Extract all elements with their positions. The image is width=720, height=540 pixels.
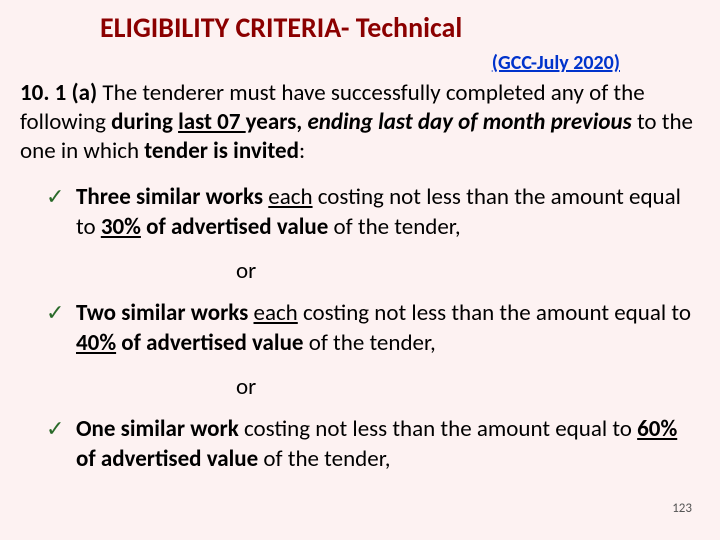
- b1-t6: advertised value: [171, 213, 334, 241]
- intro-t2: during: [111, 108, 178, 136]
- list-item: ✓ Three similar works each costing not l…: [46, 183, 700, 243]
- b2-t1: Two similar works: [76, 299, 254, 327]
- b2-t3: costing not less than the amount equal t…: [298, 299, 691, 327]
- intro-t3: last 07: [178, 108, 246, 136]
- clause-label: 10. 1 (a): [20, 79, 97, 107]
- slide-subtitle: (GCC-July 2020): [20, 51, 700, 75]
- intro-t4: years,: [246, 108, 308, 136]
- checkmark-icon: ✓: [46, 183, 64, 212]
- intro-t8: :: [299, 137, 305, 165]
- b3-t3: 60%: [637, 415, 677, 443]
- b3-t4: of advertised value: [76, 445, 263, 473]
- b1-t4: 30%: [101, 213, 141, 241]
- intro-t5: ending last day of month previous: [307, 108, 637, 136]
- b3-t1: One similar work: [76, 415, 244, 443]
- b3-t5: of the tender,: [263, 445, 390, 473]
- checkmark-icon: ✓: [46, 415, 64, 444]
- slide: ELIGIBILITY CRITERIA- Technical (GCC-Jul…: [0, 0, 720, 540]
- b1-t1: Three similar works: [76, 183, 268, 211]
- b2-t6: of the tender,: [309, 329, 436, 357]
- list-item: ✓ One similar work costing not less than…: [46, 415, 700, 475]
- checkmark-icon: ✓: [46, 299, 64, 328]
- b2-t5: of advertised value: [116, 329, 309, 357]
- intro-paragraph: 10. 1 (a) The tenderer must have success…: [20, 79, 700, 165]
- intro-t7: tender is invited: [144, 137, 299, 165]
- b1-t2: each: [268, 183, 312, 211]
- or-separator: or: [46, 257, 700, 285]
- page-number: 123: [672, 501, 692, 516]
- slide-title: ELIGIBILITY CRITERIA- Technical: [20, 10, 700, 45]
- list-item: ✓ Two similar works each costing not les…: [46, 299, 700, 359]
- b2-t4: 40%: [76, 329, 116, 357]
- b1-t7: of the tender,: [334, 213, 461, 241]
- b1-t5: of: [141, 213, 171, 241]
- b3-t2: costing not less than the amount equal t…: [244, 415, 637, 443]
- or-separator: or: [46, 373, 700, 401]
- bullet-list: ✓ Three similar works each costing not l…: [20, 183, 700, 474]
- b2-t2: each: [254, 299, 298, 327]
